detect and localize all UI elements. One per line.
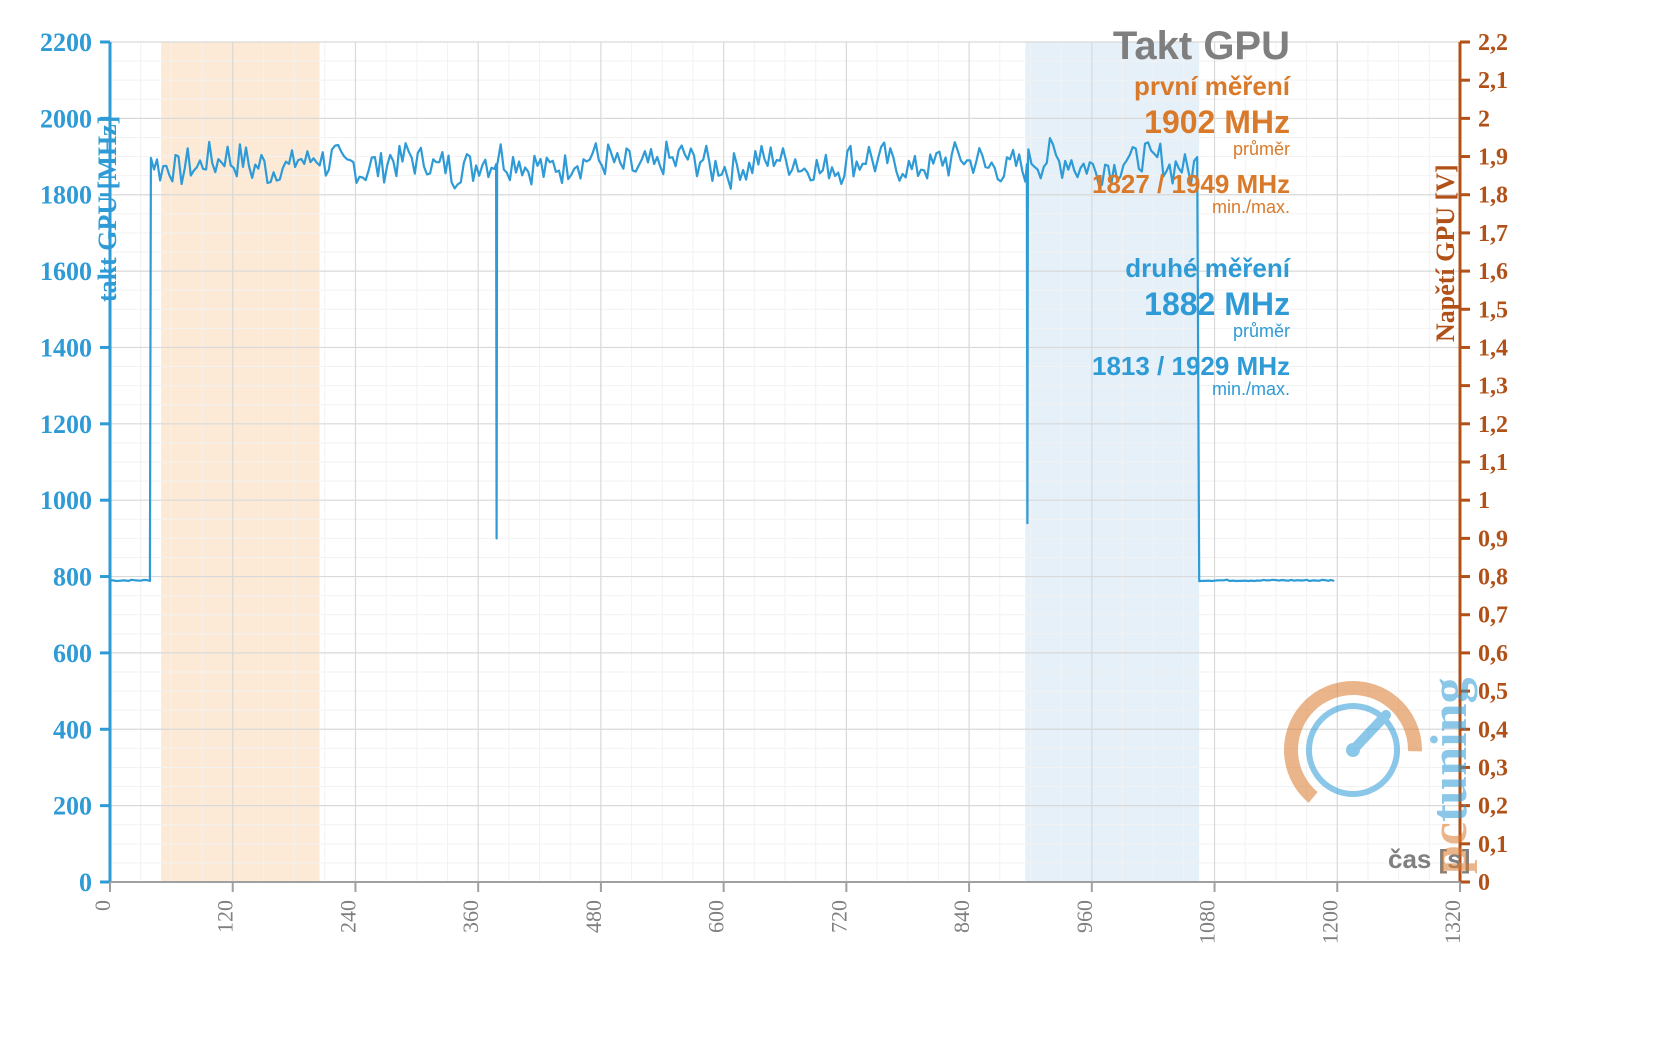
- svg-text:1: 1: [1478, 488, 1490, 514]
- svg-text:1,6: 1,6: [1478, 259, 1508, 285]
- annot-first-range: 1827 / 1949 MHz: [1050, 170, 1290, 199]
- svg-text:200: 200: [53, 792, 92, 821]
- svg-text:takt GPU [MHz]: takt GPU [MHz]: [93, 116, 122, 302]
- svg-text:0: 0: [90, 900, 115, 911]
- svg-text:1,2: 1,2: [1478, 412, 1508, 438]
- svg-text:960: 960: [1072, 900, 1097, 933]
- svg-text:2: 2: [1478, 106, 1490, 132]
- svg-text:2000: 2000: [40, 104, 92, 133]
- svg-text:1,3: 1,3: [1478, 374, 1508, 400]
- svg-text:0: 0: [79, 868, 92, 897]
- svg-text:1080: 1080: [1195, 900, 1220, 944]
- svg-text:400: 400: [53, 715, 92, 744]
- svg-text:480: 480: [581, 900, 606, 933]
- svg-text:360: 360: [458, 900, 483, 933]
- svg-text:1400: 1400: [40, 333, 92, 362]
- annot-first-range-sub: min./max.: [1050, 198, 1290, 218]
- svg-text:1,8: 1,8: [1478, 183, 1508, 209]
- svg-text:pctuning: pctuning: [1421, 677, 1478, 874]
- annot-first-avg-sub: průměr: [1050, 140, 1290, 160]
- annot-second: druhé měření 1882 MHz průměr 1813 / 1929…: [1050, 254, 1290, 400]
- svg-text:2,1: 2,1: [1478, 68, 1508, 94]
- svg-text:0,9: 0,9: [1478, 526, 1508, 552]
- chart-title: Takt GPU: [1060, 24, 1290, 68]
- svg-text:1320: 1320: [1440, 900, 1465, 944]
- svg-text:Napětí GPU [V]: Napětí GPU [V]: [1431, 164, 1460, 342]
- svg-text:2200: 2200: [40, 28, 92, 57]
- annot-first: první měření 1902 MHz průměr 1827 / 1949…: [1050, 72, 1290, 218]
- svg-text:1,5: 1,5: [1478, 297, 1508, 323]
- annot-second-avg: 1882 MHz: [1050, 287, 1290, 322]
- annot-second-range: 1813 / 1929 MHz: [1050, 352, 1290, 381]
- svg-text:1,7: 1,7: [1478, 221, 1508, 247]
- gpu-clock-chart: 0200400600800100012001400160018002000220…: [0, 6, 1656, 1050]
- svg-text:840: 840: [949, 900, 974, 933]
- svg-text:1000: 1000: [40, 486, 92, 515]
- svg-text:1200: 1200: [1317, 900, 1342, 944]
- svg-text:120: 120: [213, 900, 238, 933]
- annot-second-heading: druhé měření: [1050, 254, 1290, 283]
- svg-text:1600: 1600: [40, 257, 92, 286]
- svg-text:240: 240: [335, 900, 360, 933]
- svg-text:1,9: 1,9: [1478, 145, 1508, 171]
- annot-first-heading: první měření: [1050, 72, 1290, 101]
- svg-text:1800: 1800: [40, 181, 92, 210]
- svg-text:600: 600: [704, 900, 729, 933]
- svg-text:2,2: 2,2: [1478, 30, 1508, 56]
- annot-second-avg-sub: průměr: [1050, 322, 1290, 342]
- svg-text:720: 720: [826, 900, 851, 933]
- svg-text:600: 600: [53, 639, 92, 668]
- svg-text:800: 800: [53, 563, 92, 592]
- annot-second-range-sub: min./max.: [1050, 380, 1290, 400]
- svg-text:1,1: 1,1: [1478, 450, 1508, 476]
- watermark-logo: pctuning: [1268, 580, 1488, 880]
- svg-text:1,4: 1,4: [1478, 335, 1508, 361]
- svg-text:1200: 1200: [40, 410, 92, 439]
- annot-first-avg: 1902 MHz: [1050, 105, 1290, 140]
